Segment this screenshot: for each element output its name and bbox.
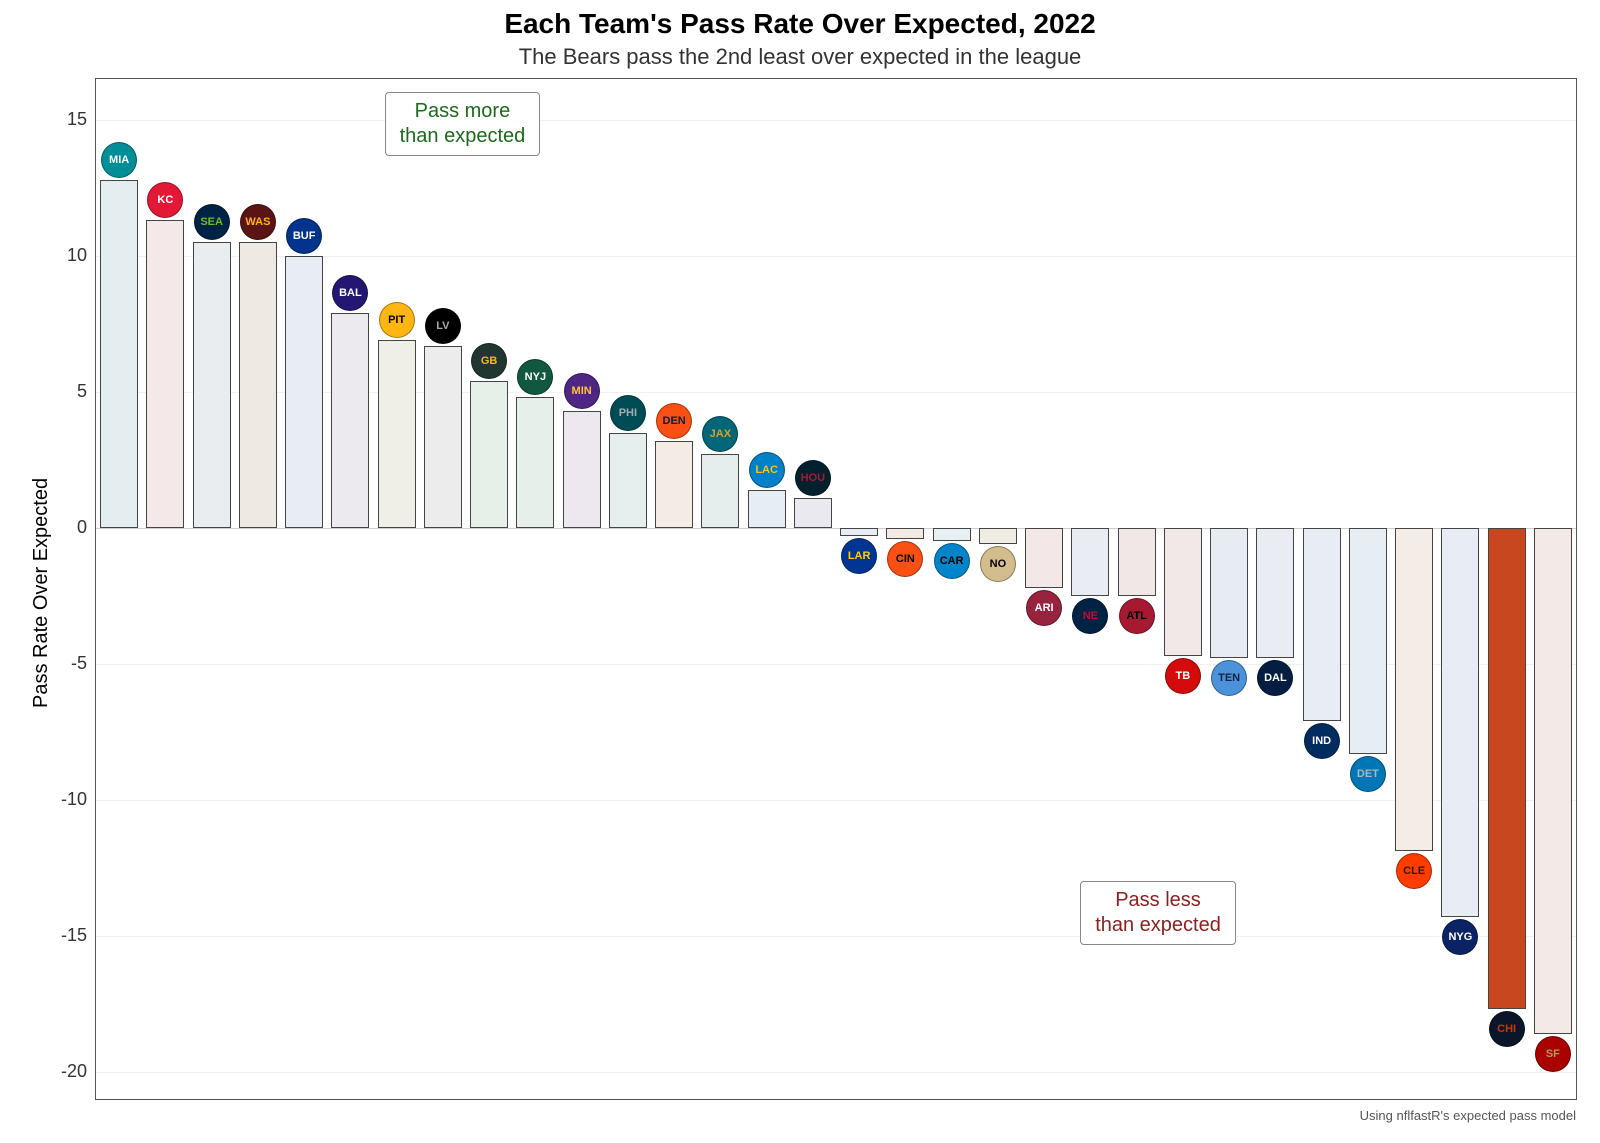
- team-badge: DEN: [656, 403, 692, 439]
- bar: [563, 411, 601, 528]
- bar: [1210, 528, 1248, 659]
- annotation-line: Pass more: [400, 99, 526, 124]
- team-badge: BAL: [332, 275, 368, 311]
- team-badge: JAX: [702, 416, 738, 452]
- bar: [100, 180, 138, 528]
- bar: [886, 528, 924, 539]
- team-badge: BUF: [286, 218, 322, 254]
- annotation: Pass morethan expected: [385, 92, 541, 156]
- team-badge: SEA: [194, 204, 230, 240]
- annotation-line: than expected: [400, 124, 526, 149]
- gridline: [96, 936, 1576, 937]
- team-badge: CHI: [1489, 1011, 1525, 1047]
- team-badge: MIN: [564, 373, 600, 409]
- ytick-label: -20: [61, 1061, 87, 1082]
- team-badge: CLE: [1396, 853, 1432, 889]
- bar: [1349, 528, 1387, 754]
- bar: [378, 340, 416, 528]
- ytick-label: -10: [61, 789, 87, 810]
- team-badge: NYG: [1442, 919, 1478, 955]
- team-badge: IND: [1304, 723, 1340, 759]
- team-badge: KC: [147, 182, 183, 218]
- team-badge: PHI: [610, 395, 646, 431]
- bar: [840, 528, 878, 536]
- ytick-label: -15: [61, 925, 87, 946]
- bar: [1118, 528, 1156, 596]
- team-badge: MIA: [101, 142, 137, 178]
- bar: [146, 220, 184, 527]
- team-badge: TEN: [1211, 660, 1247, 696]
- team-badge: GB: [471, 343, 507, 379]
- bar: [979, 528, 1017, 544]
- bar: [794, 498, 832, 528]
- annotation-line: Pass less: [1095, 888, 1221, 913]
- team-badge: DAL: [1257, 660, 1293, 696]
- team-badge: NE: [1072, 598, 1108, 634]
- bar: [1441, 528, 1479, 917]
- chart-container: Each Team's Pass Rate Over Expected, 202…: [0, 0, 1600, 1143]
- team-badge: SF: [1535, 1036, 1571, 1072]
- gridline: [96, 120, 1576, 121]
- team-badge: HOU: [795, 460, 831, 496]
- bar: [655, 441, 693, 528]
- bar: [1025, 528, 1063, 588]
- ytick-label: 10: [67, 245, 87, 266]
- bar: [516, 397, 554, 528]
- gridline: [96, 1072, 1576, 1073]
- gridline: [96, 800, 1576, 801]
- bar: [1303, 528, 1341, 721]
- chart-subtitle: The Bears pass the 2nd least over expect…: [0, 44, 1600, 70]
- team-badge: TB: [1165, 658, 1201, 694]
- bar: [470, 381, 508, 528]
- ytick-label: -5: [71, 653, 87, 674]
- credit-text: Using nflfastR's expected pass model: [1360, 1108, 1576, 1123]
- bar: [1488, 528, 1526, 1009]
- team-badge: ATL: [1119, 598, 1155, 634]
- bar: [933, 528, 971, 542]
- annotation-line: than expected: [1095, 913, 1221, 938]
- bar: [1164, 528, 1202, 656]
- team-badge: NO: [980, 546, 1016, 582]
- team-badge: LV: [425, 308, 461, 344]
- team-badge: LAR: [841, 538, 877, 574]
- y-axis-label: Pass Rate Over Expected: [30, 478, 53, 708]
- team-badge: CAR: [934, 543, 970, 579]
- bar: [1534, 528, 1572, 1034]
- team-badge: CIN: [887, 541, 923, 577]
- annotation: Pass lessthan expected: [1080, 881, 1236, 945]
- bar: [424, 346, 462, 528]
- bar: [1071, 528, 1109, 596]
- chart-title: Each Team's Pass Rate Over Expected, 202…: [0, 8, 1600, 40]
- team-badge: DET: [1350, 756, 1386, 792]
- team-badge: LAC: [749, 452, 785, 488]
- bar: [239, 242, 277, 528]
- bar: [701, 454, 739, 527]
- bar: [748, 490, 786, 528]
- bar: [1256, 528, 1294, 659]
- plot-area: MIA KC SEA WAS BUF BAL PIT LV GB NYJ MIN PHI DEN JAX L…: [95, 78, 1577, 1100]
- bar: [331, 313, 369, 528]
- ytick-label: 15: [67, 109, 87, 130]
- ytick-label: 0: [77, 517, 87, 538]
- bar: [193, 242, 231, 528]
- team-badge: PIT: [379, 302, 415, 338]
- team-badge: WAS: [240, 204, 276, 240]
- team-badge: NYJ: [517, 359, 553, 395]
- bar: [285, 256, 323, 528]
- bar: [609, 433, 647, 528]
- ytick-label: 5: [77, 381, 87, 402]
- bar: [1395, 528, 1433, 852]
- team-badge: ARI: [1026, 590, 1062, 626]
